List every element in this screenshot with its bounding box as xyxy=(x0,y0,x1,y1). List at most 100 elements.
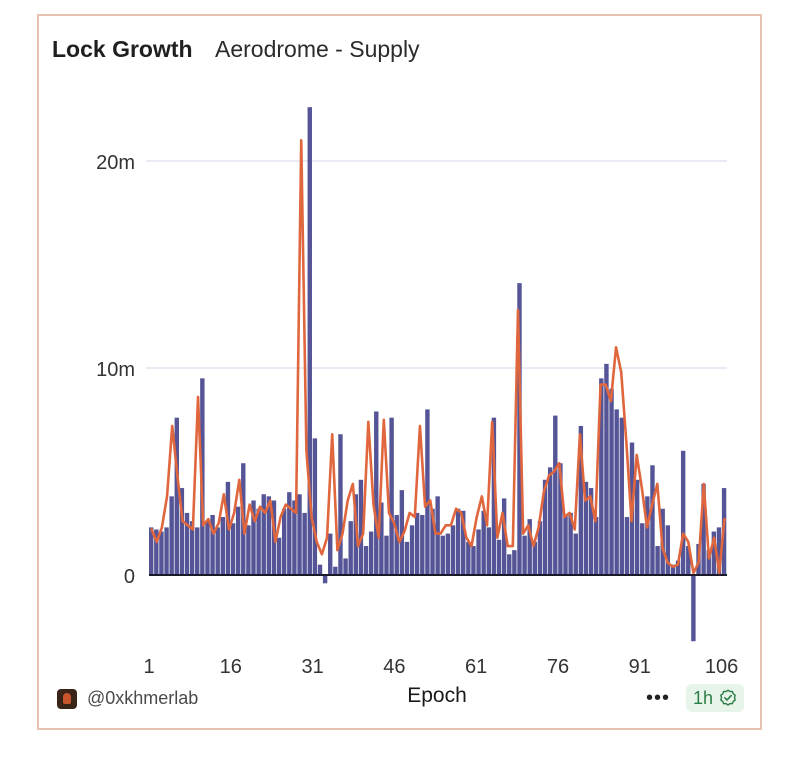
bar-epoch-14[interactable] xyxy=(215,527,220,575)
bar-epoch-10[interactable] xyxy=(195,527,200,575)
bar-epoch-111[interactable] xyxy=(711,531,717,575)
bar-epoch-92[interactable] xyxy=(614,409,619,575)
bar-epoch-82[interactable] xyxy=(563,514,568,575)
bar-epoch-48[interactable] xyxy=(389,417,394,575)
bar-epoch-97[interactable] xyxy=(640,523,645,575)
bar-epoch-29[interactable] xyxy=(292,500,297,575)
bar-epoch-75[interactable] xyxy=(527,519,532,575)
bar-epoch-69[interactable] xyxy=(496,539,502,575)
bar-epoch-38[interactable] xyxy=(338,434,343,575)
bar-epoch-7[interactable] xyxy=(179,488,185,575)
bar-epoch-33[interactable] xyxy=(312,438,318,575)
bar-epoch-74[interactable] xyxy=(522,535,527,575)
bar-epoch-15[interactable] xyxy=(220,517,226,575)
bar-epoch-70[interactable] xyxy=(501,498,507,575)
bar-epoch-5[interactable] xyxy=(169,496,174,575)
bar-epoch-47[interactable] xyxy=(384,535,389,575)
bar-epoch-100[interactable] xyxy=(655,546,660,575)
bar-epoch-18[interactable] xyxy=(235,506,241,575)
bar-epoch-42[interactable] xyxy=(358,479,364,575)
bar-epoch-104[interactable] xyxy=(675,560,681,575)
bar-epoch-98[interactable] xyxy=(645,496,650,575)
bar-epoch-26[interactable] xyxy=(276,537,282,575)
bar-epoch-53[interactable] xyxy=(414,512,420,575)
bar-epoch-63[interactable] xyxy=(466,541,471,575)
bar-epoch-89[interactable] xyxy=(599,378,604,575)
freshness-badge[interactable]: 1h xyxy=(685,684,744,712)
author-handle[interactable]: @0xkhmerlab xyxy=(87,688,199,708)
bar-epoch-6[interactable] xyxy=(174,417,179,575)
bar-epoch-36[interactable] xyxy=(328,533,333,575)
bar-epoch-22[interactable] xyxy=(256,508,261,575)
bar-epoch-44[interactable] xyxy=(368,531,374,575)
bar-epoch-109[interactable] xyxy=(701,483,706,575)
bar-epoch-91[interactable] xyxy=(609,388,614,575)
bar-epoch-21[interactable] xyxy=(251,500,256,575)
bar-epoch-61[interactable] xyxy=(455,508,461,575)
bar-epoch-49[interactable] xyxy=(394,514,399,575)
bar-epoch-27[interactable] xyxy=(281,508,287,575)
bar-epoch-8[interactable] xyxy=(184,512,190,575)
bar-epoch-3[interactable] xyxy=(159,531,164,575)
bar-epoch-24[interactable] xyxy=(266,496,272,575)
bar-epoch-58[interactable] xyxy=(440,535,445,575)
bar-epoch-60[interactable] xyxy=(450,525,456,575)
bar-epoch-35[interactable] xyxy=(322,575,328,584)
bar-epoch-30[interactable] xyxy=(297,494,302,575)
bar-epoch-20[interactable] xyxy=(246,525,251,575)
bar-epoch-9[interactable] xyxy=(189,521,195,575)
bar-epoch-13[interactable] xyxy=(210,514,215,575)
bar-epoch-77[interactable] xyxy=(537,521,543,575)
bar-epoch-64[interactable] xyxy=(471,546,476,575)
bar-epoch-85[interactable] xyxy=(578,425,584,575)
bar-epoch-78[interactable] xyxy=(542,479,548,575)
bar-epoch-23[interactable] xyxy=(261,494,266,575)
bar-epoch-79[interactable] xyxy=(547,467,553,575)
bar-epoch-62[interactable] xyxy=(461,510,466,575)
bar-epoch-99[interactable] xyxy=(650,465,655,575)
bar-epoch-83[interactable] xyxy=(568,512,573,575)
bar-epoch-76[interactable] xyxy=(532,541,538,575)
bar-epoch-46[interactable] xyxy=(379,502,384,575)
bar-epoch-68[interactable] xyxy=(491,417,497,575)
bar-epoch-50[interactable] xyxy=(399,490,405,575)
bar-epoch-93[interactable] xyxy=(619,417,624,575)
bar-epoch-102[interactable] xyxy=(665,525,671,575)
bar-epoch-106[interactable] xyxy=(686,546,691,575)
bar-epoch-1[interactable] xyxy=(149,527,154,575)
bar-epoch-43[interactable] xyxy=(363,546,369,575)
bar-epoch-110[interactable] xyxy=(706,550,711,575)
bar-epoch-103[interactable] xyxy=(670,564,676,575)
bar-epoch-59[interactable] xyxy=(445,533,451,575)
bar-epoch-31[interactable] xyxy=(302,512,307,575)
bar-epoch-45[interactable] xyxy=(374,411,379,575)
bar-epoch-66[interactable] xyxy=(481,510,486,575)
bar-epoch-84[interactable] xyxy=(573,533,578,575)
bar-epoch-71[interactable] xyxy=(507,554,512,575)
author[interactable]: @0xkhmerlab xyxy=(57,688,198,709)
bar-epoch-81[interactable] xyxy=(558,463,563,575)
bar-epoch-107[interactable] xyxy=(691,575,696,642)
bar-epoch-56[interactable] xyxy=(430,508,435,575)
bar-epoch-32[interactable] xyxy=(307,107,312,576)
bar-epoch-28[interactable] xyxy=(287,492,292,575)
bar-epoch-40[interactable] xyxy=(348,521,353,575)
bar-epoch-55[interactable] xyxy=(425,409,430,575)
bar-epoch-4[interactable] xyxy=(164,527,169,575)
bar-epoch-87[interactable] xyxy=(588,488,594,575)
bar-epoch-52[interactable] xyxy=(409,525,415,575)
bar-epoch-17[interactable] xyxy=(230,523,236,575)
bar-epoch-37[interactable] xyxy=(333,566,338,575)
more-options-icon[interactable]: ••• xyxy=(645,687,670,709)
bar-epoch-72[interactable] xyxy=(512,550,517,575)
bar-epoch-112[interactable] xyxy=(716,527,722,575)
bar-epoch-2[interactable] xyxy=(154,529,159,575)
bar-epoch-34[interactable] xyxy=(317,564,323,575)
bar-epoch-96[interactable] xyxy=(634,479,640,575)
bar-epoch-65[interactable] xyxy=(476,529,481,575)
bar-epoch-51[interactable] xyxy=(404,541,410,575)
bar-epoch-90[interactable] xyxy=(604,363,609,575)
bar-epoch-105[interactable] xyxy=(680,450,686,575)
bar-epoch-12[interactable] xyxy=(205,521,210,575)
bar-epoch-39[interactable] xyxy=(343,558,348,575)
